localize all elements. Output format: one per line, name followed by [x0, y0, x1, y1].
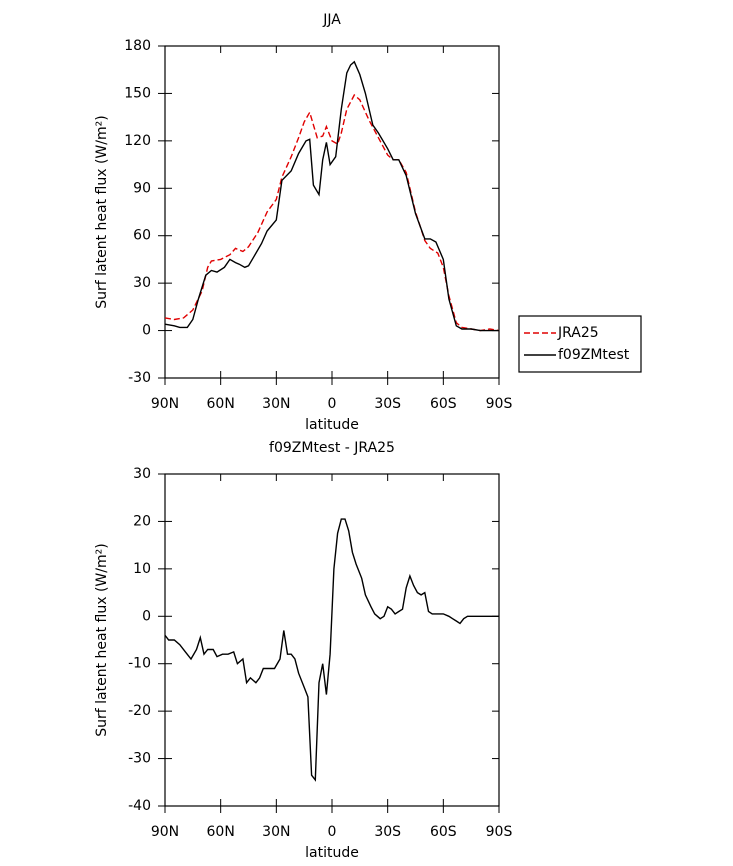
- y-tick-label: -10: [128, 656, 151, 672]
- y-tick-label: 90: [133, 180, 151, 196]
- x-tick-label: 90S: [486, 396, 513, 412]
- y-tick-label: 150: [124, 85, 151, 101]
- data-line: [164, 518, 499, 782]
- chart-title: f09ZMtest - JRA25: [269, 440, 395, 456]
- y-tick-label: 30: [133, 466, 151, 482]
- y-axis-label: Surf latent heat flux (W/m²): [94, 115, 110, 308]
- x-tick-label: 30N: [262, 396, 290, 412]
- y-tick-label: 0: [142, 323, 151, 339]
- x-tick-label: 30S: [374, 396, 401, 412]
- x-tick-label: 60N: [207, 824, 235, 840]
- y-tick-label: -30: [128, 751, 151, 767]
- x-tick-label: 60S: [430, 824, 457, 840]
- y-tick-label: 180: [124, 38, 151, 54]
- x-tick-label: 30S: [374, 824, 401, 840]
- legend-label: JRA25: [557, 325, 599, 341]
- x-tick-label: 90N: [151, 396, 179, 412]
- x-axis-label: latitude: [305, 417, 359, 433]
- plot-frame: [164, 473, 500, 807]
- y-tick-label: -30: [128, 370, 151, 386]
- y-tick-label: 20: [133, 513, 151, 529]
- legend-label: f09ZMtest: [558, 347, 630, 363]
- y-tick-label: 120: [124, 133, 151, 149]
- plot-frame: [164, 45, 500, 379]
- y-axis-label: Surf latent heat flux (W/m²): [94, 543, 110, 736]
- x-tick-label: 90N: [151, 824, 179, 840]
- y-tick-label: 0: [142, 608, 151, 624]
- y-tick-label: 30: [133, 275, 151, 291]
- y-tick-label: 60: [133, 228, 151, 244]
- x-tick-label: 90S: [486, 824, 513, 840]
- x-tick-label: 0: [328, 396, 337, 412]
- data-line: [164, 93, 500, 332]
- legend-box: [518, 315, 642, 373]
- y-tick-label: -40: [128, 798, 151, 814]
- x-tick-label: 0: [328, 824, 337, 840]
- chart-title: JJA: [322, 12, 341, 28]
- x-tick-label: 60S: [430, 396, 457, 412]
- y-tick-label: -20: [128, 703, 151, 719]
- data-line: [164, 60, 499, 332]
- x-tick-label: 30N: [262, 824, 290, 840]
- x-tick-label: 60N: [207, 396, 235, 412]
- x-axis-label: latitude: [305, 845, 359, 861]
- y-tick-label: 10: [133, 561, 151, 577]
